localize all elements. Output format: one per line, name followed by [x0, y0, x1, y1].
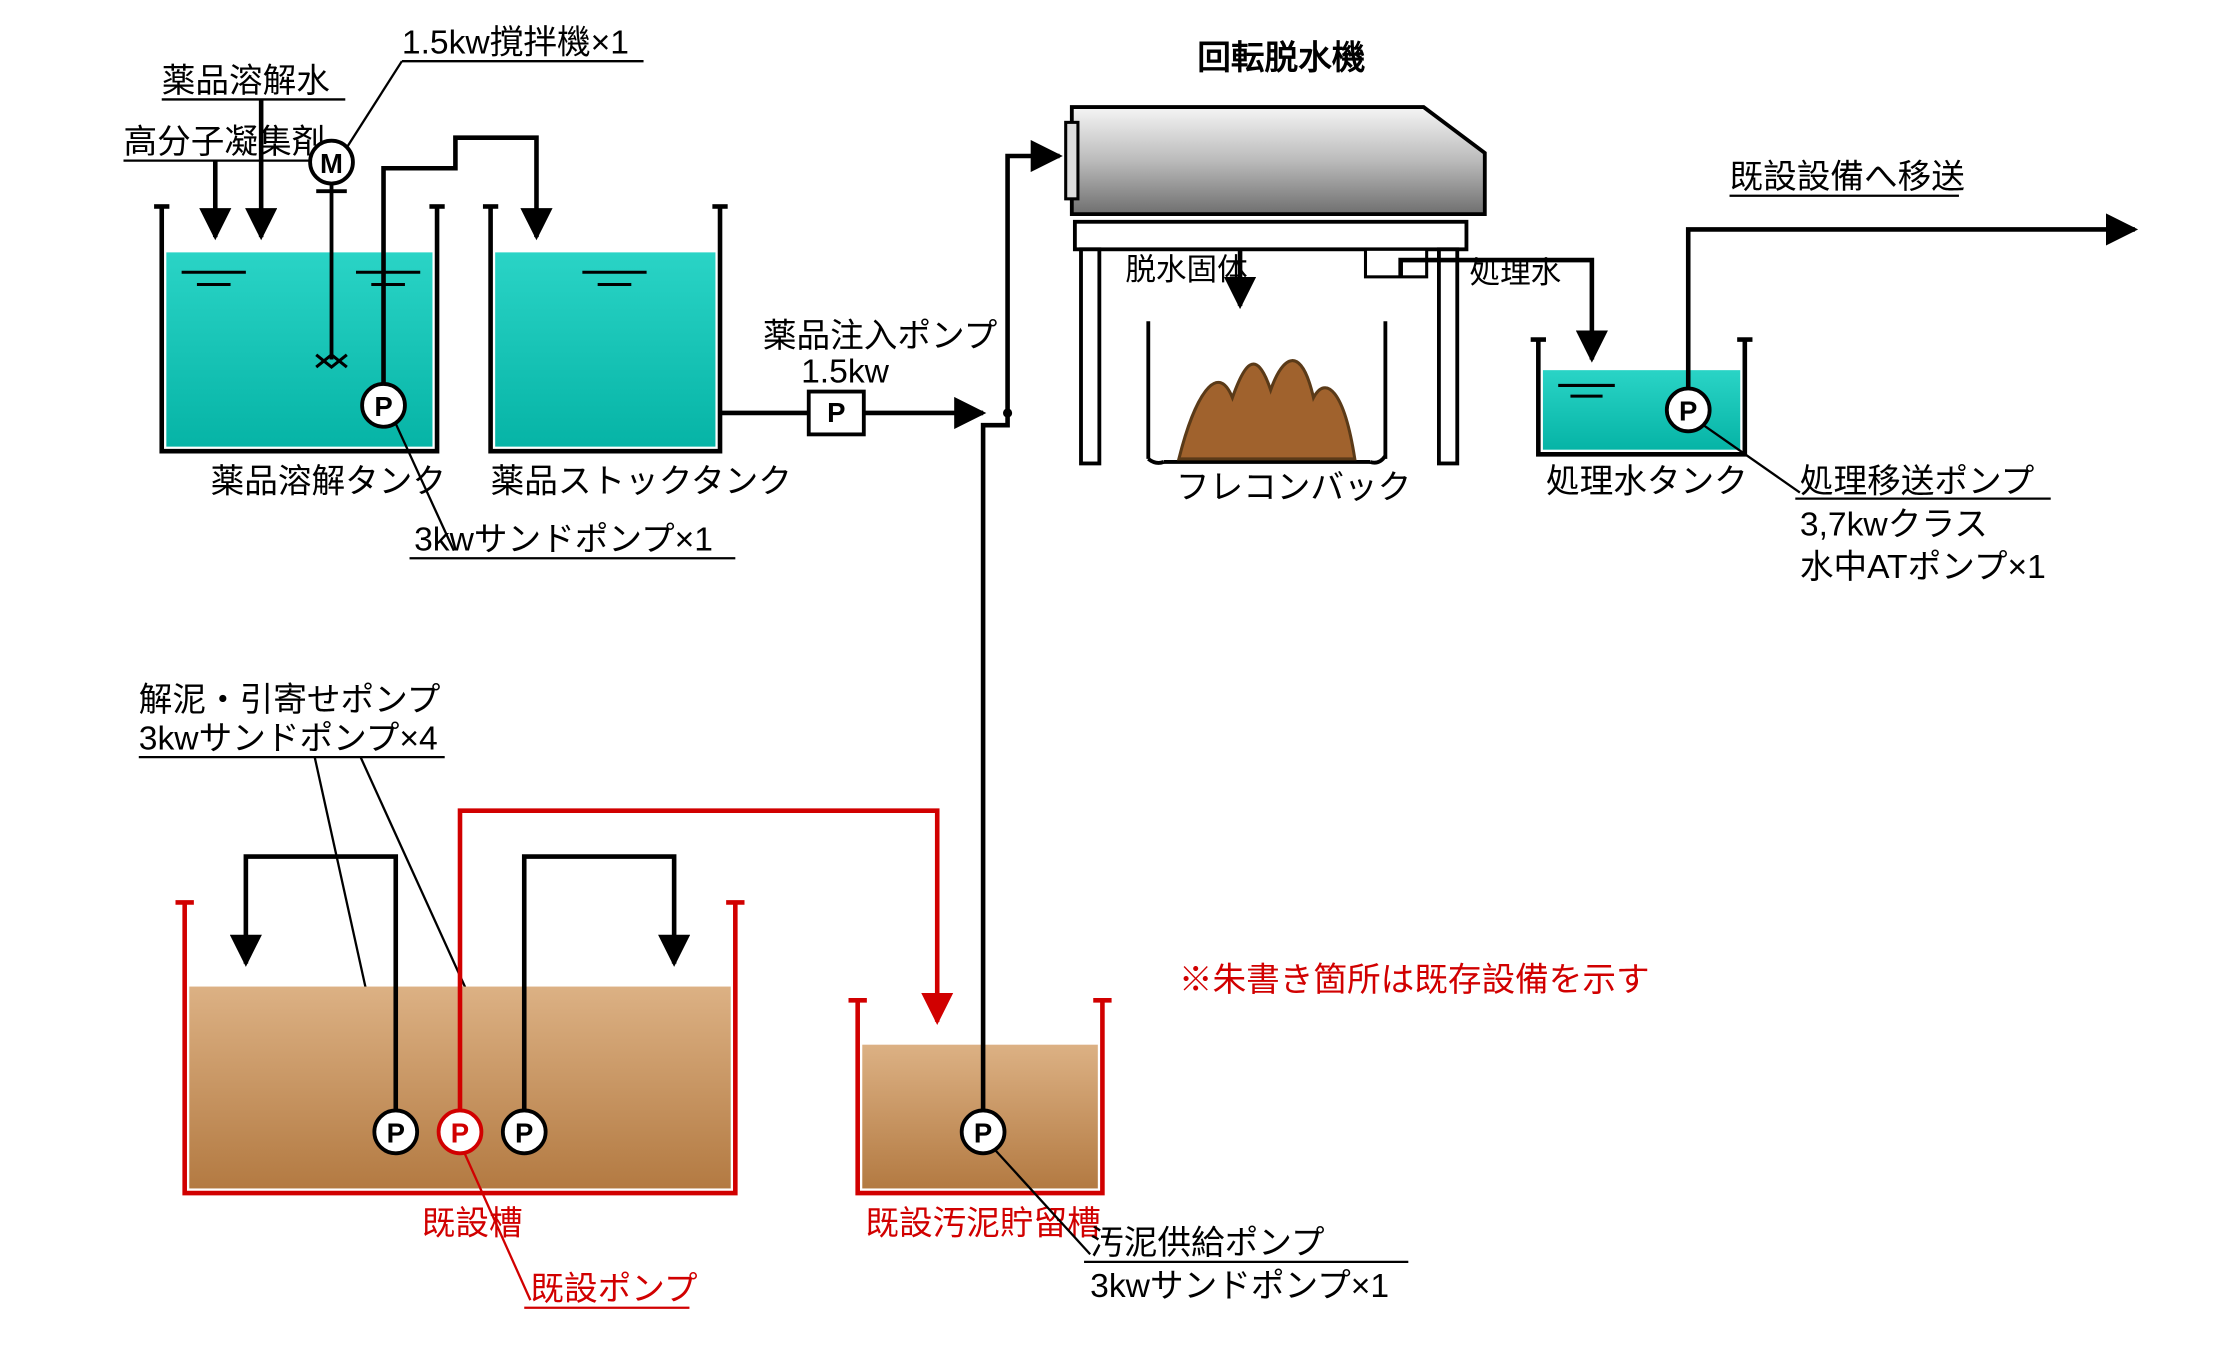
mud-pump-mid-existing: P	[439, 1110, 482, 1153]
flexible-container	[1148, 321, 1385, 463]
input-polymer: 高分子凝集剤	[124, 123, 326, 237]
label-sludge-supply-2: 3kwサンドポンプ×1	[1090, 1267, 1389, 1305]
svg-text:P: P	[387, 1118, 405, 1149]
label-transfer-3: 水中ATポンプ×1	[1800, 548, 2046, 586]
label-injection-1: 薬品注入ポンプ	[763, 317, 998, 355]
dehydrator	[1066, 107, 1485, 214]
label-existing-storage: 既設汚泥貯留槽	[865, 1204, 1100, 1242]
svg-text:P: P	[974, 1118, 992, 1149]
pipe-storage-up	[983, 413, 1007, 1110]
label-transfer-1: 処理移送ポンプ	[1800, 463, 2035, 501]
label-sludge-pump-1: 解泥・引寄せポンプ	[139, 681, 441, 719]
label-injection-2: 1.5kw	[801, 353, 890, 390]
label-rotor: 回転脱水機	[1197, 39, 1365, 77]
svg-text:P: P	[515, 1118, 533, 1149]
label-polymer: 高分子凝集剤	[124, 123, 326, 161]
label-transfer-2: 3,7kwクラス	[1800, 506, 1988, 543]
label-stock-tank: 薬品ストックタンク	[491, 463, 792, 501]
existing-storage-tank	[849, 1000, 1112, 1193]
label-sandpump: 3kwサンドポンプ×1	[414, 521, 713, 559]
label-dissolving-water: 薬品溶解水	[162, 62, 330, 100]
label-mixer: 1.5kw撹拌機×1	[402, 24, 629, 62]
label-sludge-pump-2: 3kwサンドポンプ×4	[139, 719, 438, 757]
dissolving-tank-pump: P	[362, 384, 405, 427]
injection-pump-box: P	[809, 392, 864, 435]
pipe-feed-to-dehydrator	[1008, 156, 1060, 413]
mixer-label-group: 1.5kw撹拌機×1	[345, 24, 643, 150]
mixer-m: M	[320, 148, 343, 179]
label-note: ※朱書き箇所は既存設備を示す	[1179, 961, 1650, 999]
label-flexible-container: フレコンバック	[1176, 470, 1411, 507]
pump-p-1: P	[374, 391, 392, 422]
pump-p-treated: P	[1679, 396, 1697, 427]
pipe-transfer-existing	[1688, 229, 2135, 388]
label-existing-pump: 既設ポンプ	[530, 1270, 697, 1308]
pump-p-injection: P	[827, 397, 845, 428]
mud-pump-right: P	[503, 1110, 546, 1153]
label-transfer-existing: 既設設備へ移送	[1730, 158, 1965, 196]
storage-pump: P	[962, 1110, 1005, 1153]
svg-text:P: P	[451, 1118, 469, 1149]
label-dewatered-solid: 脱水固体	[1125, 253, 1247, 287]
stock-tank	[483, 206, 728, 451]
label-treated-tank: 処理水タンク	[1546, 464, 1748, 501]
label-sludge-supply-1: 汚泥供給ポンプ	[1090, 1224, 1325, 1262]
process-diagram: 高分子凝集剤 薬品溶解水 1.5kw撹拌機×1 薬品溶解タンク M	[0, 0, 2240, 1346]
label-existing-tank: 既設槽	[422, 1204, 523, 1242]
label-dissolving-tank: 薬品溶解タンク	[211, 463, 446, 501]
mud-pump-left: P	[374, 1110, 417, 1153]
treated-tank-pump: P	[1667, 389, 1710, 432]
